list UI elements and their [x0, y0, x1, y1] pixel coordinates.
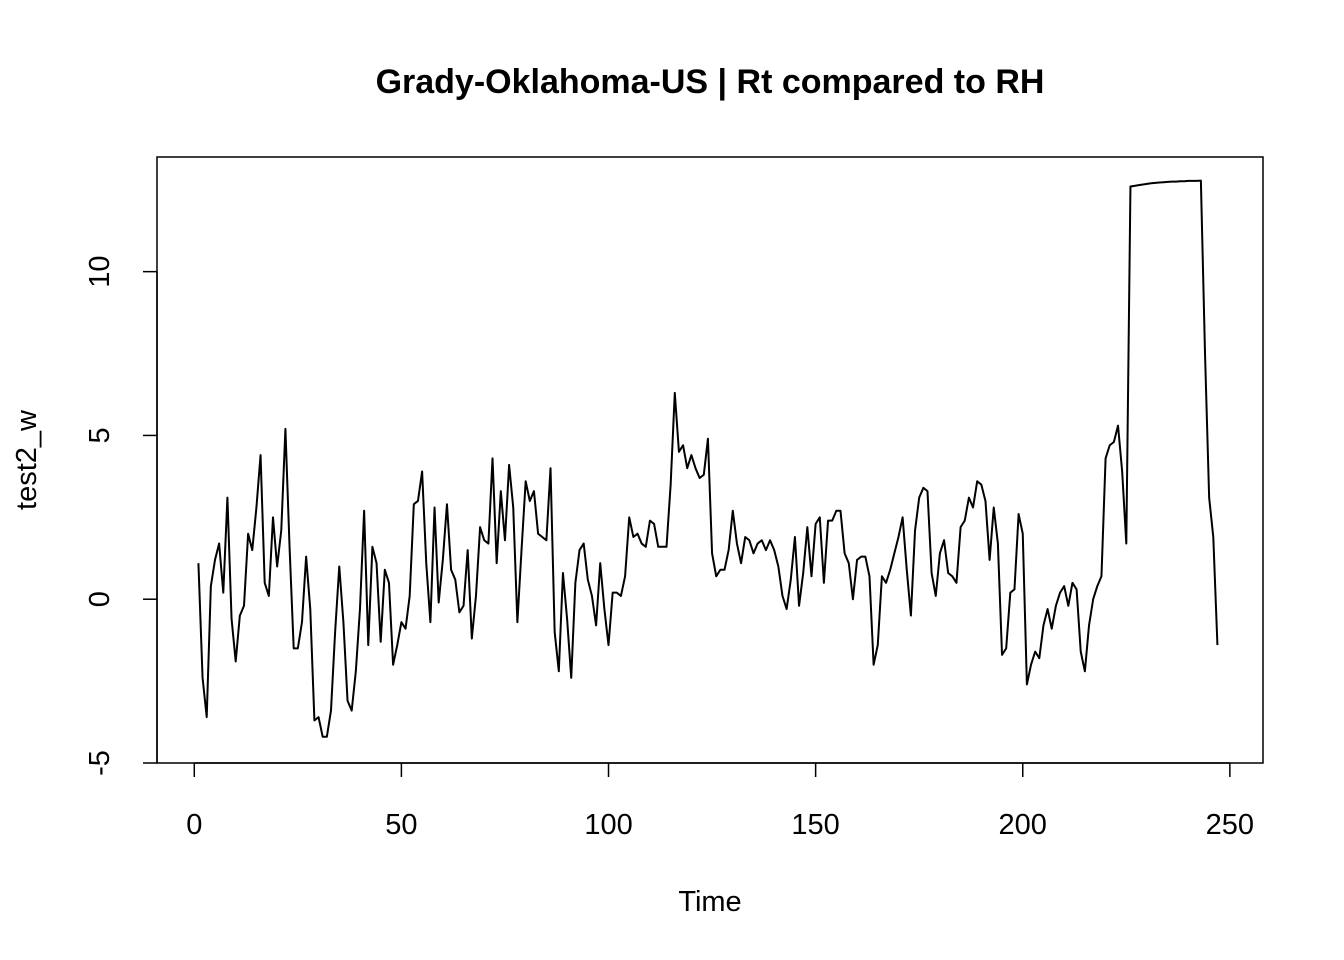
x-axis: 0 50 100 150 200 250 [186, 762, 1254, 841]
x-tick-label: 50 [385, 809, 417, 841]
series-line [197, 179, 1219, 738]
y-tick-label: 5 [84, 427, 116, 443]
series-layer [197, 179, 1219, 738]
x-tick-label: 150 [791, 809, 839, 841]
y-axis: -5 0 5 10 [84, 256, 158, 776]
x-axis-label: Time [678, 886, 741, 918]
chart-title: Grady-Oklahoma-US | Rt compared to RH [376, 63, 1045, 101]
plot-frame [156, 156, 1264, 764]
x-tick-label: 250 [1206, 809, 1254, 841]
x-tick-label: 0 [186, 809, 202, 841]
x-tick-label: 200 [999, 809, 1047, 841]
x-tick-label: 100 [584, 809, 632, 841]
y-tick-label: 10 [84, 256, 116, 288]
y-axis-label: test2_w [11, 409, 43, 510]
y-tick-label: -5 [84, 750, 116, 776]
y-tick-label: 0 [84, 591, 116, 607]
